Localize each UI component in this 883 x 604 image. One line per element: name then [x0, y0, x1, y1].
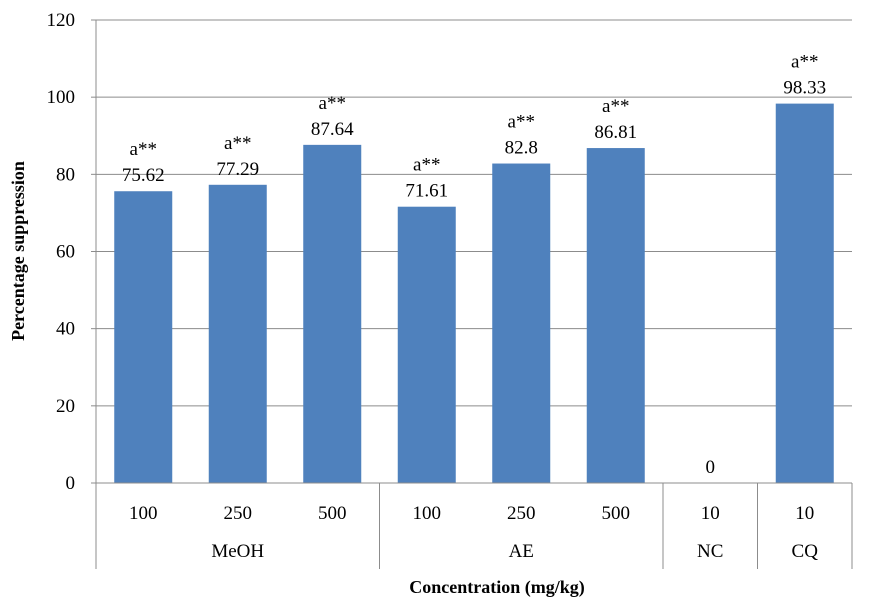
x-tick-label: 100 — [413, 503, 442, 524]
bar — [303, 144, 362, 484]
y-tick-label: 20 — [56, 396, 75, 417]
data-label: 86.81 — [594, 122, 637, 143]
group-label: CQ — [792, 541, 819, 562]
x-axis-title: Concentration (mg/kg) — [409, 577, 584, 598]
y-tick-label: 40 — [56, 319, 75, 340]
bar — [586, 148, 645, 483]
bar — [208, 184, 267, 483]
x-tick-label: 500 — [602, 503, 631, 524]
group-label: AE — [509, 541, 534, 562]
x-tick-label: 100 — [129, 503, 158, 524]
data-label: 0 — [706, 457, 716, 478]
significance-label: a** — [508, 112, 535, 133]
group-label: MeOH — [211, 541, 264, 562]
significance-label: a** — [791, 52, 818, 73]
data-label: 77.29 — [216, 159, 259, 180]
y-tick-label: 120 — [47, 10, 76, 31]
data-label: 87.64 — [311, 119, 354, 140]
y-tick-label: 80 — [56, 164, 75, 185]
data-label: 82.8 — [505, 138, 538, 159]
x-tick-label: 10 — [795, 503, 814, 524]
bar — [492, 163, 551, 483]
x-tick-label: 500 — [318, 503, 347, 524]
y-axis-title: Percentage suppression — [8, 161, 28, 341]
data-label: 75.62 — [122, 165, 165, 186]
bar — [397, 206, 456, 483]
bars — [114, 103, 834, 484]
x-tick-label: 250 — [224, 503, 253, 524]
y-tick-label: 0 — [66, 473, 76, 494]
bar — [114, 191, 173, 483]
group-label: NC — [697, 541, 723, 562]
significance-label: a** — [602, 96, 629, 117]
data-label: 71.61 — [405, 181, 448, 202]
y-tick-label: 60 — [56, 242, 75, 263]
significance-label: a** — [224, 133, 251, 154]
labels: 02040608010012075.62a**10077.29a**25087.… — [47, 10, 827, 562]
significance-label: a** — [130, 139, 157, 160]
x-tick-label: 250 — [507, 503, 536, 524]
axes — [91, 19, 853, 569]
significance-label: a** — [319, 93, 346, 114]
x-tick-label: 10 — [701, 503, 720, 524]
data-label: 98.33 — [783, 78, 826, 99]
bar — [775, 103, 834, 484]
significance-label: a** — [413, 155, 440, 176]
y-tick-label: 100 — [47, 87, 76, 108]
